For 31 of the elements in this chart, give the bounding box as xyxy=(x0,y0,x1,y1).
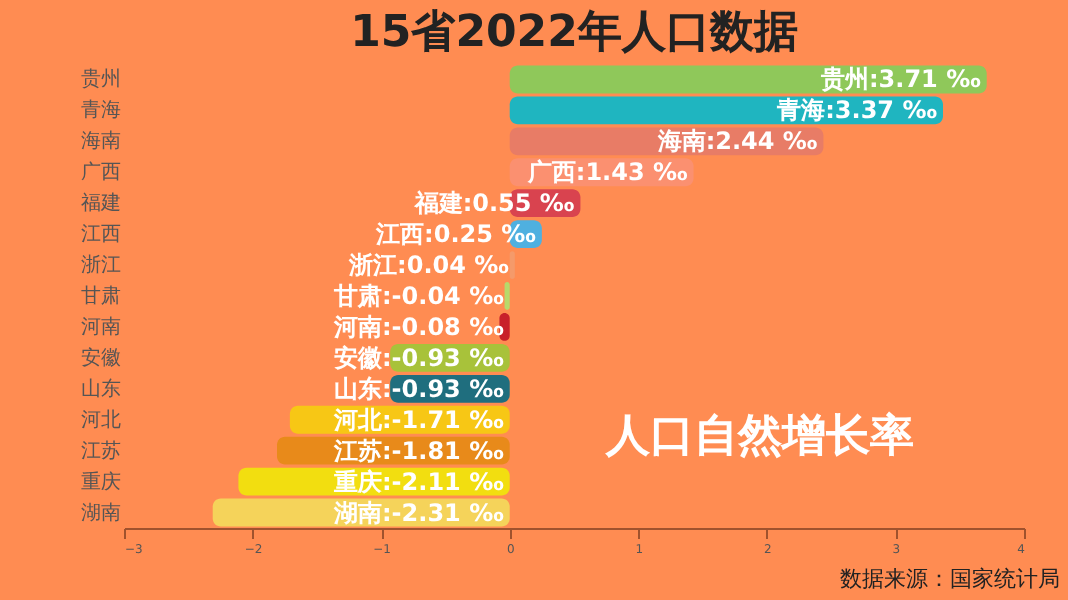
y-tick-label: 甘肃 xyxy=(81,284,121,308)
y-tick-label: 江苏 xyxy=(81,438,121,463)
data-label: 河北:-1.71 ‰ xyxy=(332,405,504,434)
data-label: 重庆:-2.11 ‰ xyxy=(332,467,504,496)
y-tick-label: 安徽 xyxy=(81,345,121,370)
y-tick-label: 青海 xyxy=(81,98,121,123)
data-label: 甘肃:-0.04 ‰ xyxy=(332,282,504,310)
y-tick-label: 河北 xyxy=(81,407,121,432)
y-tick-label: 海南 xyxy=(81,129,121,154)
y-tick-label: 广西 xyxy=(81,160,121,185)
y-tick-label: 贵州 xyxy=(81,67,121,92)
data-label: 广西:1.43 ‰ xyxy=(525,158,688,187)
data-label: 贵州:3.71 ‰ xyxy=(818,65,981,94)
data-label: 浙江:0.04 ‰ xyxy=(347,251,509,280)
annotation: 人口自然增长率 xyxy=(604,410,914,462)
source-note: 数据来源：国家统计局 xyxy=(840,566,1060,592)
data-label: 福建:0.55 ‰ xyxy=(412,189,575,218)
chart-title: 15省2022年人口数据 xyxy=(350,8,798,58)
y-tick-label: 浙江 xyxy=(81,253,121,278)
data-label: 青海:3.37 ‰ xyxy=(775,96,937,125)
y-tick-label: 山东 xyxy=(81,376,121,401)
y-tick-label: 湖南 xyxy=(81,500,121,525)
y-tick-label: 江西 xyxy=(81,222,121,247)
y-tick-label: 河南 xyxy=(81,314,121,339)
data-label: 湖南:-2.31 ‰ xyxy=(332,498,504,527)
bar xyxy=(504,282,510,310)
y-tick-label: 福建 xyxy=(81,191,121,216)
data-label: 江苏:-1.81 ‰ xyxy=(332,436,504,465)
data-label: 海南:2.44 ‰ xyxy=(655,127,818,156)
y-tick-label: 重庆 xyxy=(81,469,121,494)
data-label: 安徽:-0.93 ‰ xyxy=(334,343,504,372)
